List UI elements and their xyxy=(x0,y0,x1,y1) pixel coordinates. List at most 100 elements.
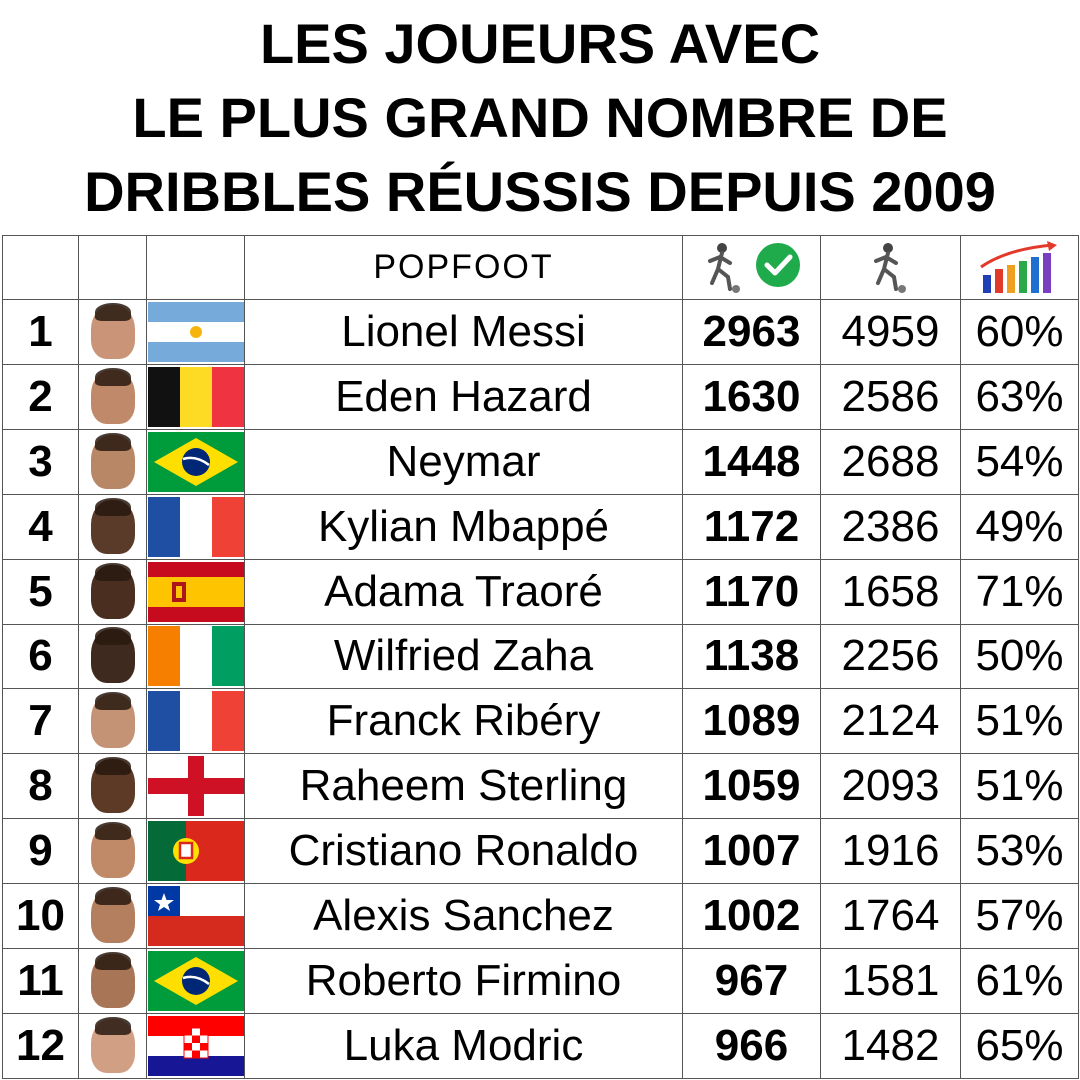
header-photo-cell xyxy=(78,235,147,300)
flag-cell xyxy=(146,818,245,885)
successful-dribbles: 1172 xyxy=(682,493,821,560)
rank-cell: 3 xyxy=(2,428,79,495)
player-avatar xyxy=(90,822,135,879)
attempted-dribbles: 1916 xyxy=(820,818,961,885)
flag-england-icon xyxy=(147,756,244,817)
player-name: Cristiano Ronaldo xyxy=(244,818,683,885)
table-row: 12 Luka Modric 966 1482 65% xyxy=(2,1013,1079,1079)
photo-cell xyxy=(78,298,147,365)
photo-cell xyxy=(78,363,147,430)
successful-dribbles: 1059 xyxy=(682,753,821,820)
rank-cell: 8 xyxy=(2,753,79,820)
success-rate: 57% xyxy=(960,883,1079,950)
attempted-dribbles: 1658 xyxy=(820,558,961,625)
attempted-dribbles: 1764 xyxy=(820,883,961,950)
rank-cell: 11 xyxy=(2,948,79,1015)
attempted-dribbles: 2386 xyxy=(820,493,961,560)
success-rate: 65% xyxy=(960,1013,1079,1079)
rank-cell: 5 xyxy=(2,558,79,625)
header-attempts-cell xyxy=(820,235,961,300)
player-avatar xyxy=(90,562,135,619)
player-name: Wilfried Zaha xyxy=(244,623,683,690)
table-row: 10 Alexis Sanchez 1002 1764 57% xyxy=(2,883,1079,950)
player-avatar xyxy=(90,367,135,424)
player-name: Luka Modric xyxy=(244,1013,683,1079)
attempted-dribbles: 2124 xyxy=(820,688,961,755)
player-name: Eden Hazard xyxy=(244,363,683,430)
success-rate: 53% xyxy=(960,818,1079,885)
rank-cell: 10 xyxy=(2,883,79,950)
player-name: Adama Traoré xyxy=(244,558,683,625)
successful-dribbles: 966 xyxy=(682,1013,821,1079)
flag-chile-icon xyxy=(147,886,244,947)
photo-cell xyxy=(78,883,147,950)
success-rate: 51% xyxy=(960,753,1079,820)
header-logo-cell: POPFOOT xyxy=(244,235,683,300)
rank-cell: 6 xyxy=(2,623,79,690)
flag-cell xyxy=(146,753,245,820)
flag-cell xyxy=(146,948,245,1015)
flag-cell xyxy=(146,493,245,560)
player-name: Franck Ribéry xyxy=(244,688,683,755)
table-row: 5 Adama Traoré 1170 1658 71% xyxy=(2,558,1079,625)
success-rate: 60% xyxy=(960,298,1079,365)
header-rank-cell xyxy=(2,235,79,300)
flag-argentina-icon xyxy=(147,301,244,362)
photo-cell xyxy=(78,818,147,885)
flag-cell xyxy=(146,428,245,495)
attempted-dribbles: 2688 xyxy=(820,428,961,495)
player-avatar xyxy=(90,1017,135,1074)
rank-cell: 2 xyxy=(2,363,79,430)
success-rate: 54% xyxy=(960,428,1079,495)
player-dribble-check-icon xyxy=(707,243,800,294)
success-rate: 51% xyxy=(960,688,1079,755)
flag-portugal-icon xyxy=(147,821,244,882)
player-name: Neymar xyxy=(244,428,683,495)
flag-cell xyxy=(146,883,245,950)
popfoot-logo: POPFOOT xyxy=(373,247,554,286)
header-success-cell xyxy=(682,235,821,300)
flag-spain-icon xyxy=(147,561,244,622)
flag-cell xyxy=(146,298,245,365)
photo-cell xyxy=(78,1013,147,1079)
bar-chart-arrow-icon xyxy=(979,241,1057,294)
player-avatar xyxy=(90,627,135,684)
player-avatar xyxy=(90,887,135,944)
player-name: Alexis Sanchez xyxy=(244,883,683,950)
photo-cell xyxy=(78,753,147,820)
successful-dribbles: 1448 xyxy=(682,428,821,495)
flag-ivory-coast-icon xyxy=(147,626,244,687)
successful-dribbles: 1138 xyxy=(682,623,821,690)
player-dribble-icon xyxy=(873,243,906,294)
flag-cell xyxy=(146,558,245,625)
table-row: 2 Eden Hazard 1630 2586 63% xyxy=(2,363,1079,430)
table-row: 3 Neymar 1448 2688 54% xyxy=(2,428,1079,495)
flag-cell xyxy=(146,688,245,755)
photo-cell xyxy=(78,558,147,625)
success-rate: 61% xyxy=(960,948,1079,1015)
flag-brazil-icon xyxy=(147,951,244,1012)
success-rate: 49% xyxy=(960,493,1079,560)
flag-cell xyxy=(146,363,245,430)
table-row: 9 Cristiano Ronaldo 1007 1916 53% xyxy=(2,818,1079,885)
flag-cell xyxy=(146,623,245,690)
photo-cell xyxy=(78,623,147,690)
attempted-dribbles: 2586 xyxy=(820,363,961,430)
flag-belgium-icon xyxy=(147,366,244,427)
successful-dribbles: 1002 xyxy=(682,883,821,950)
table-row: 7 Franck Ribéry 1089 2124 51% xyxy=(2,688,1079,755)
attempted-dribbles: 1581 xyxy=(820,948,961,1015)
player-avatar xyxy=(90,692,135,749)
player-name: Lionel Messi xyxy=(244,298,683,365)
photo-cell xyxy=(78,493,147,560)
attempted-dribbles: 2093 xyxy=(820,753,961,820)
photo-cell xyxy=(78,688,147,755)
photo-cell xyxy=(78,428,147,495)
flag-croatia-icon xyxy=(147,1016,244,1077)
attempted-dribbles: 2256 xyxy=(820,623,961,690)
table-header-row: POPFOOT xyxy=(2,235,1079,300)
rank-cell: 7 xyxy=(2,688,79,755)
table-row: 1 Lionel Messi 2963 4959 60% xyxy=(2,298,1079,365)
table-row: 11 Roberto Firmino 967 1581 61% xyxy=(2,948,1079,1015)
attempted-dribbles: 4959 xyxy=(820,298,961,365)
